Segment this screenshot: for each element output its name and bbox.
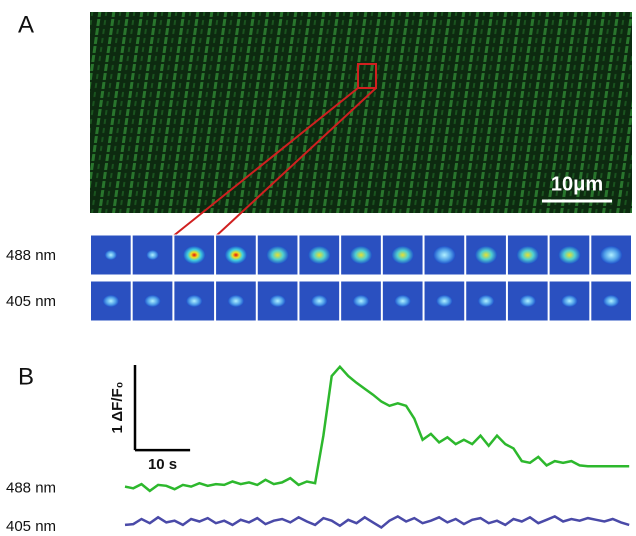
trace — [124, 364, 630, 493]
tile-spot — [353, 295, 369, 307]
tile-spot — [394, 295, 411, 307]
panel-label: B — [18, 363, 34, 390]
tile-spot — [104, 250, 117, 260]
tile-spot — [558, 246, 581, 264]
tile-spot — [436, 295, 453, 307]
tile-spot — [146, 250, 159, 260]
series-label: 405 nm — [6, 518, 56, 535]
row-label: 488 nm — [6, 247, 56, 264]
tile-spot — [186, 295, 203, 307]
scale-x-label: 10 s — [148, 456, 177, 473]
panel-label: A — [18, 11, 34, 38]
trace — [124, 514, 630, 530]
row-label: 405 nm — [6, 293, 56, 310]
tile-spot — [561, 295, 578, 307]
tile-spot — [269, 295, 286, 307]
scale-y-label: 1 ΔF/F₀ — [109, 382, 126, 434]
zoom-line — [214, 87, 377, 238]
tile-spot — [308, 246, 331, 264]
series-label: 488 nm — [6, 480, 56, 497]
tile-spot — [478, 295, 495, 307]
micrograph — [90, 12, 632, 213]
tile-spot — [516, 246, 539, 264]
tile-spot — [433, 246, 456, 264]
tile-spot — [144, 295, 161, 307]
tile-rows — [90, 234, 632, 322]
plot: 488 nm 405 nm 10 s 1 ΔF/F₀ — [6, 364, 630, 535]
tile-spot — [519, 295, 536, 307]
tile-spot — [600, 246, 623, 264]
zoom-line — [171, 87, 359, 238]
roi-box — [357, 63, 377, 89]
tile-spot — [102, 295, 119, 307]
tile-spot — [603, 295, 620, 307]
scale-bar-label: 10μm — [551, 173, 603, 195]
tile-spot — [183, 246, 206, 264]
tile-spot — [227, 295, 244, 307]
tile-spot — [391, 246, 414, 264]
tile-spot — [224, 246, 247, 264]
tile-spot — [475, 246, 498, 264]
tile — [423, 280, 466, 322]
tile-spot — [350, 246, 372, 264]
tile-spot — [311, 295, 328, 307]
tile-spot — [266, 246, 289, 264]
